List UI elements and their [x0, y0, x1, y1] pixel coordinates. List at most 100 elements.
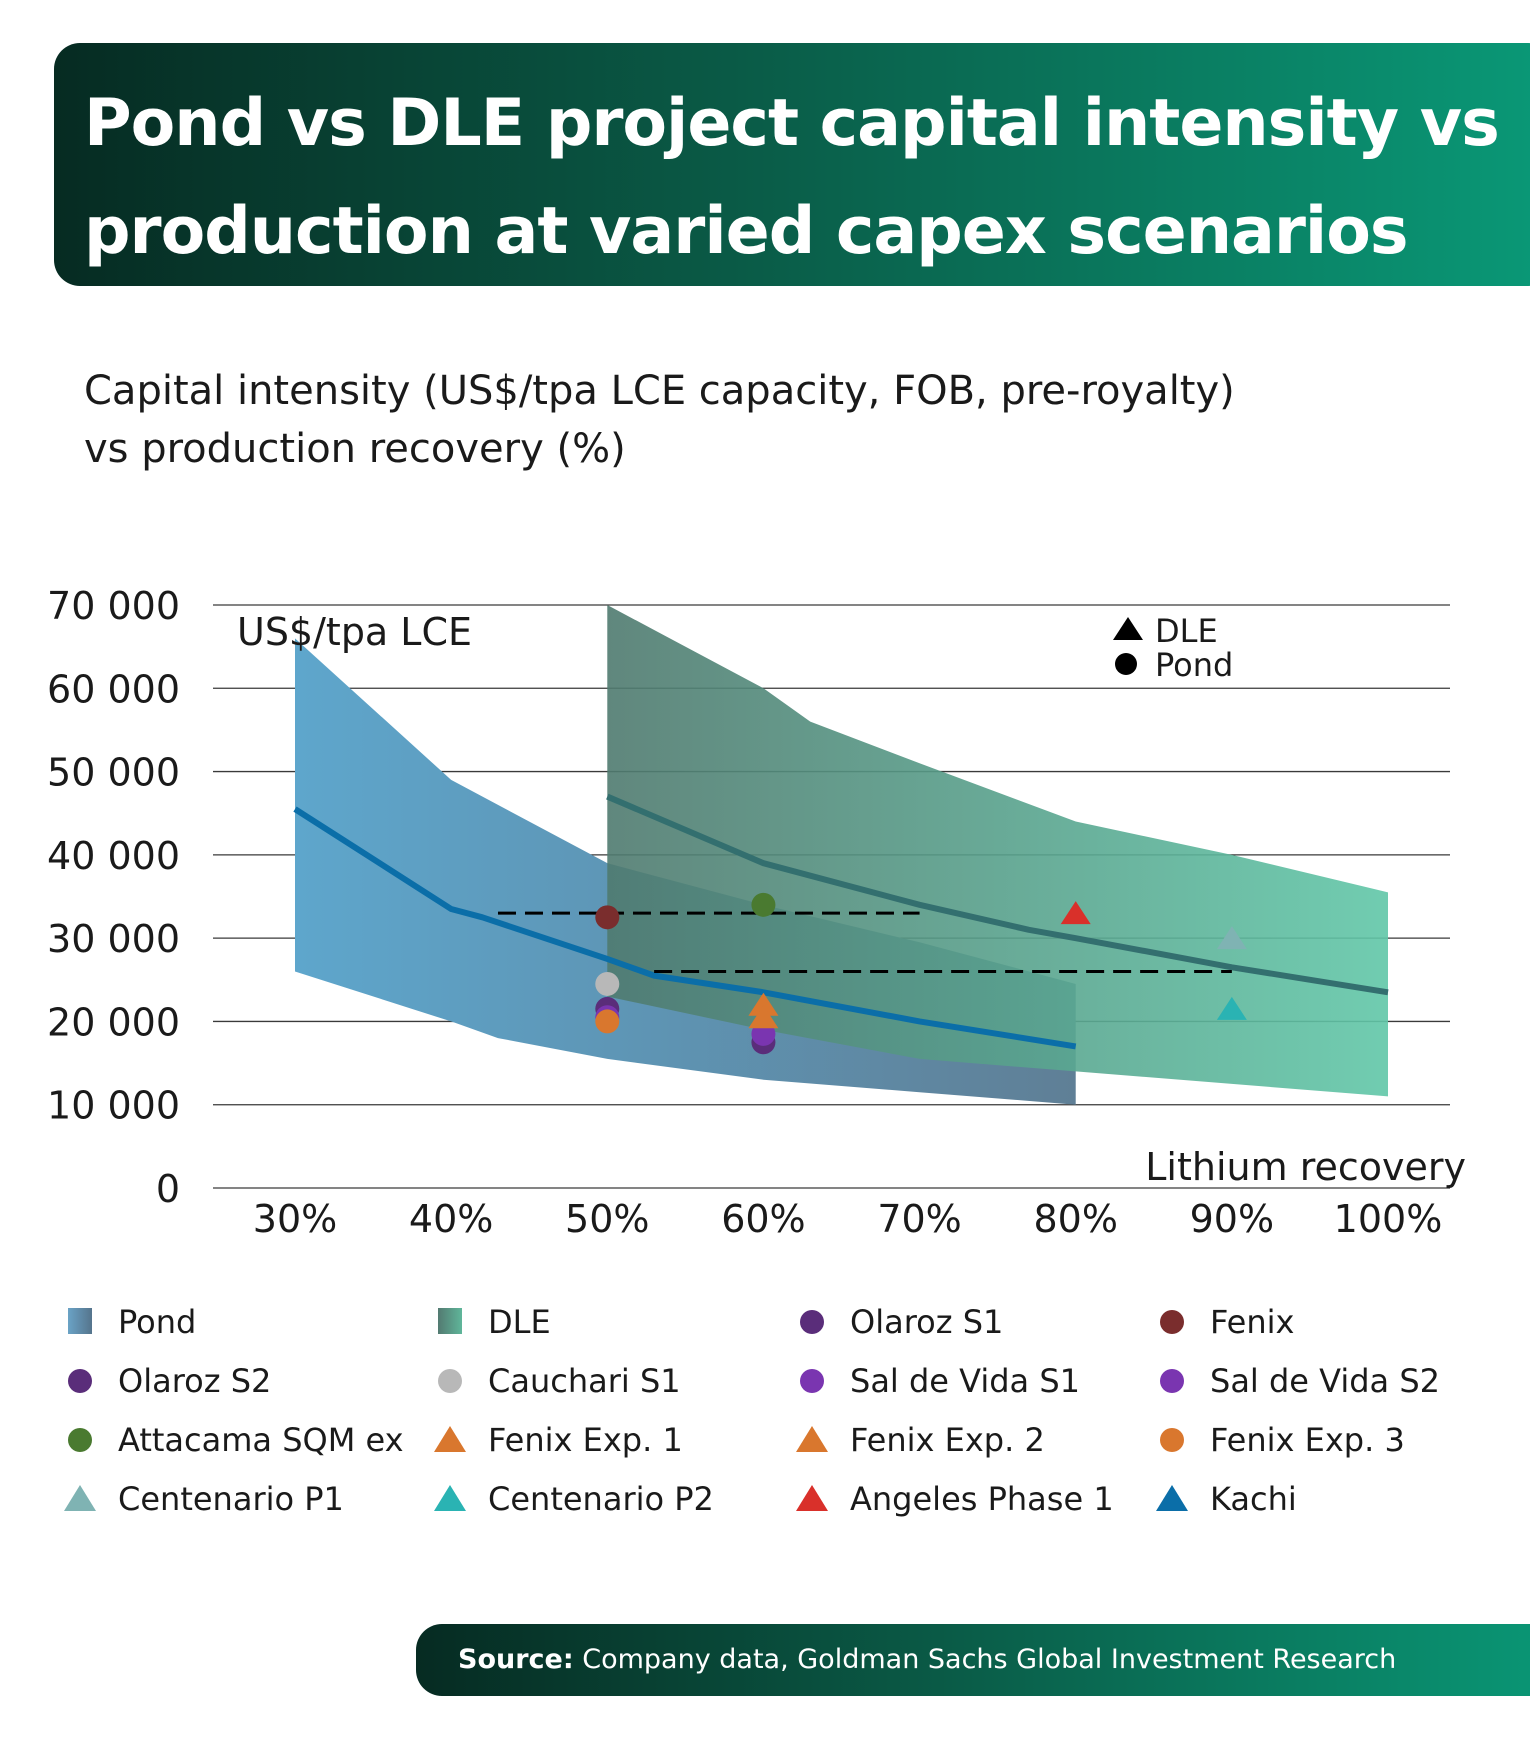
- point-fenix-exp-3: [595, 1009, 620, 1034]
- legend-marker-triangle: [428, 1418, 472, 1462]
- legend-triangle-icon: [434, 1426, 466, 1452]
- y-tick-label-70000: 70 000: [47, 584, 180, 628]
- legend-item-pond: Pond: [58, 1300, 196, 1344]
- point-centenario-p1: [1216, 926, 1247, 950]
- title-banner: [54, 43, 1530, 286]
- x-tick-label-70: 70%: [877, 1197, 961, 1241]
- legend-label: Fenix Exp. 2: [850, 1421, 1045, 1459]
- chart-legend: Pond DLE Olaroz S1 Fenix Olaroz S2 Cauchari S…: [0, 1300, 1530, 1560]
- legend-marker-square: [58, 1300, 102, 1344]
- legend-label: DLE: [488, 1303, 551, 1341]
- point-centenario-p2: [1216, 996, 1247, 1020]
- legend-item-attacama-sqm-ex: Attacama SQM ex: [58, 1418, 404, 1462]
- legend-item-olaroz-s2: Olaroz S2: [58, 1359, 271, 1403]
- legend-label: Cauchari S1: [488, 1362, 681, 1400]
- title-line-2: production at varied capex scenarios: [84, 194, 1409, 269]
- point-angeles-phase-1: [1060, 901, 1091, 925]
- legend-label: Olaroz S2: [118, 1362, 272, 1400]
- point-fenix-exp-2: [748, 1005, 779, 1029]
- legend-marker-triangle: [1150, 1477, 1194, 1521]
- median-line-dle: [606, 793, 1389, 996]
- shape-legend-label-dle: DLE: [1155, 612, 1218, 650]
- legend-label: Fenix Exp. 1: [488, 1421, 683, 1459]
- legend-item-fenix-exp-2: Fenix Exp. 2: [790, 1418, 1045, 1462]
- legend-label: Pond: [118, 1303, 197, 1341]
- legend-marker-circle: [58, 1359, 102, 1403]
- legend-circle-icon: [800, 1369, 824, 1393]
- legend-triangle-icon: [796, 1426, 828, 1452]
- median-line-pond: [293, 806, 1077, 1050]
- shape-legend-circle: [1115, 653, 1137, 675]
- y-tick-label-60000: 60 000: [47, 667, 180, 711]
- legend-label: Attacama SQM ex: [118, 1421, 404, 1459]
- legend-square-icon: [438, 1308, 462, 1334]
- legend-item-fenix: Fenix: [1150, 1300, 1294, 1344]
- legend-circle-icon: [800, 1310, 824, 1334]
- legend-item-centenario-p2: Centenario P2: [428, 1477, 714, 1521]
- title-line-1: Pond vs DLE project capital intensity vs: [84, 86, 1500, 161]
- legend-item-centenario-p1: Centenario P1: [58, 1477, 344, 1521]
- source-text: Company data, Goldman Sachs Global Inves…: [582, 1644, 1397, 1675]
- source-note: Source: Company data, Goldman Sachs Glob…: [458, 1640, 1396, 1680]
- legend-square-icon: [68, 1308, 92, 1334]
- legend-label: Fenix Exp. 3: [1210, 1421, 1405, 1459]
- legend-item-angeles-phase-1: Angeles Phase 1: [790, 1477, 1114, 1521]
- legend-marker-circle: [1150, 1418, 1194, 1462]
- legend-triangle-icon: [434, 1485, 466, 1511]
- legend-marker-triangle: [428, 1477, 472, 1521]
- source-banner: [416, 1624, 1530, 1696]
- legend-circle-icon: [1160, 1428, 1184, 1452]
- legend-marker-triangle: [790, 1477, 834, 1521]
- x-tick-label-50: 50%: [565, 1197, 649, 1241]
- subtitle-line-1: Capital intensity (US$/tpa LCE capacity,…: [84, 368, 1235, 414]
- x-tick-label-80: 80%: [1033, 1197, 1117, 1241]
- legend-label: Centenario P2: [488, 1480, 714, 1518]
- x-tick-label-40: 40%: [409, 1197, 493, 1241]
- chart-subtitle: Capital intensity (US$/tpa LCE capacity,…: [84, 362, 1384, 478]
- legend-label: Sal de Vida S2: [1210, 1362, 1440, 1400]
- legend-marker-square: [428, 1300, 472, 1344]
- legend-label: Centenario P1: [118, 1480, 344, 1518]
- subtitle-line-2: vs production recovery (%): [84, 426, 626, 472]
- legend-item-olaroz-s1: Olaroz S1: [790, 1300, 1003, 1344]
- legend-item-sal-de-vida-s1: Sal de Vida S1: [790, 1359, 1080, 1403]
- y-tick-label-20000: 20 000: [47, 1000, 180, 1044]
- legend-item-kachi: Kachi: [1150, 1477, 1297, 1521]
- legend-circle-icon: [68, 1428, 92, 1452]
- legend-marker-circle: [1150, 1300, 1194, 1344]
- y-tick-label-0: 0: [156, 1167, 180, 1211]
- legend-marker-triangle: [790, 1418, 834, 1462]
- legend-label: Sal de Vida S1: [850, 1362, 1080, 1400]
- shape-legend-triangle: [1113, 617, 1143, 640]
- point-cauchari-s1: [595, 971, 620, 996]
- legend-label: Fenix: [1210, 1303, 1295, 1341]
- page-title: Pond vs DLE project capital intensity vs…: [84, 70, 1514, 286]
- x-axis-label: Lithium recovery: [1145, 1145, 1466, 1189]
- legend-circle-icon: [1160, 1310, 1184, 1334]
- y-tick-label-30000: 30 000: [47, 917, 180, 961]
- point-fenix: [595, 905, 620, 930]
- legend-triangle-icon: [64, 1485, 96, 1511]
- legend-circle-icon: [1160, 1369, 1184, 1393]
- point-fenix-exp-1: [748, 992, 779, 1016]
- legend-triangle-icon: [1156, 1485, 1188, 1511]
- y-tick-label-50000: 50 000: [47, 751, 180, 795]
- y-tick-label-10000: 10 000: [47, 1084, 180, 1128]
- shape-legend-label-pond: Pond: [1155, 646, 1233, 684]
- point-attacama-sqm-ex: [751, 892, 776, 917]
- range-bands: [293, 605, 1389, 1105]
- legend-item-cauchari-s1: Cauchari S1: [428, 1359, 681, 1403]
- axes: 0 10 000 20 000 30 000 40 000 50 000 60 000 70 …: [47, 584, 1442, 1241]
- legend-marker-triangle: [58, 1477, 102, 1521]
- legend-triangle-icon: [796, 1485, 828, 1511]
- band-dle: [607, 605, 1388, 1097]
- x-tick-label-90: 90%: [1190, 1197, 1274, 1241]
- x-tick-label-60: 60%: [721, 1197, 805, 1241]
- legend-item-sal-de-vida-s2: Sal de Vida S2: [1150, 1359, 1440, 1403]
- source-label: Source:: [458, 1644, 574, 1675]
- legend-item-dle: DLE: [428, 1300, 551, 1344]
- data-points: [595, 892, 1247, 1055]
- legend-marker-circle: [428, 1359, 472, 1403]
- legend-circle-icon: [68, 1369, 92, 1393]
